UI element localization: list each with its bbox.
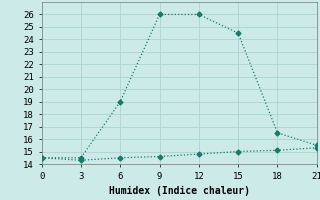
X-axis label: Humidex (Indice chaleur): Humidex (Indice chaleur) [109, 186, 250, 196]
